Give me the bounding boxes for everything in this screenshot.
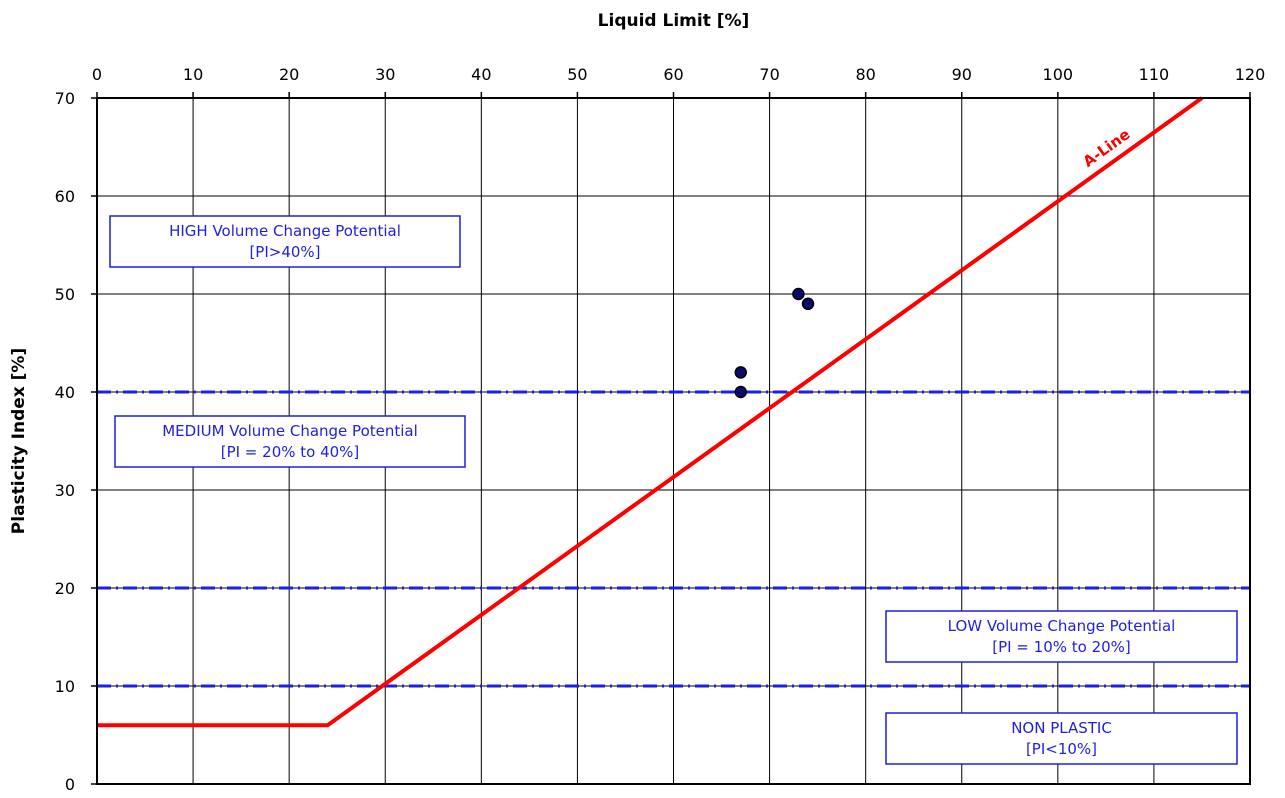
- zone-box-low: LOW Volume Change Potential [PI = 10% to…: [885, 610, 1238, 663]
- zone-medium-title: MEDIUM Volume Change Potential: [162, 422, 418, 440]
- zone-box-high: HIGH Volume Change Potential [PI>40%]: [109, 215, 461, 268]
- data-point-4: [801, 297, 815, 311]
- x-tick-label-120: 120: [1235, 65, 1266, 84]
- zone-box-low-border: [885, 610, 1238, 663]
- zone-box-medium-border: [114, 415, 466, 468]
- x-tick-labels: 0 10 20 30 40 50 60 70 80 90 100 110 120: [92, 65, 1265, 98]
- zone-box-high-border: [109, 215, 461, 268]
- zone-box-non-plastic: NON PLASTIC [PI<10%]: [885, 712, 1238, 765]
- zone-medium-range: [PI = 20% to 40%]: [221, 443, 360, 461]
- data-points: [734, 287, 815, 399]
- y-axis-title: Plasticity Index [%]: [9, 348, 29, 534]
- zone-low-title: LOW Volume Change Potential: [948, 617, 1176, 635]
- x-tick-label-10: 10: [183, 65, 203, 84]
- x-tick-label-110: 110: [1139, 65, 1170, 84]
- zone-non-plastic-range: [PI<10%]: [1026, 740, 1097, 758]
- data-point-1: [734, 366, 748, 379]
- y-tick-label-50: 50: [55, 285, 75, 304]
- zone-non-plastic-title: NON PLASTIC: [1011, 719, 1112, 737]
- y-tick-label-30: 30: [55, 481, 75, 500]
- y-tick-label-0: 0: [65, 775, 75, 794]
- x-tick-label-20: 20: [279, 65, 299, 84]
- zone-high-range: [PI>40%]: [249, 243, 320, 261]
- y-tick-label-10: 10: [55, 677, 75, 696]
- zone-box-non-plastic-border: [885, 712, 1238, 765]
- x-tick-label-0: 0: [92, 65, 102, 84]
- a-line: [97, 96, 1204, 728]
- x-tick-label-90: 90: [952, 65, 972, 84]
- zone-low-range: [PI = 10% to 20%]: [992, 638, 1131, 656]
- y-tick-labels: 0 10 20 30 40 50 60 70: [55, 89, 97, 794]
- x-tick-label-60: 60: [663, 65, 683, 84]
- zone-box-medium: MEDIUM Volume Change Potential [PI = 20%…: [114, 415, 466, 468]
- y-tick-label-70: 70: [55, 89, 75, 108]
- data-point-3: [792, 287, 805, 301]
- data-point-2: [734, 385, 748, 399]
- x-tick-label-70: 70: [759, 65, 779, 84]
- x-tick-label-80: 80: [855, 65, 875, 84]
- x-axis-title: Liquid Limit [%]: [598, 11, 750, 31]
- y-tick-label-20: 20: [55, 579, 75, 598]
- y-tick-label-60: 60: [55, 187, 75, 206]
- x-tick-label-30: 30: [375, 65, 395, 84]
- x-tick-label-40: 40: [471, 65, 491, 84]
- x-tick-label-100: 100: [1043, 65, 1074, 84]
- a-line-path: [97, 96, 1204, 728]
- threshold-lines: [97, 390, 1250, 688]
- x-tick-label-50: 50: [567, 65, 587, 84]
- zone-high-title: HIGH Volume Change Potential: [169, 222, 401, 240]
- y-tick-label-40: 40: [55, 383, 75, 402]
